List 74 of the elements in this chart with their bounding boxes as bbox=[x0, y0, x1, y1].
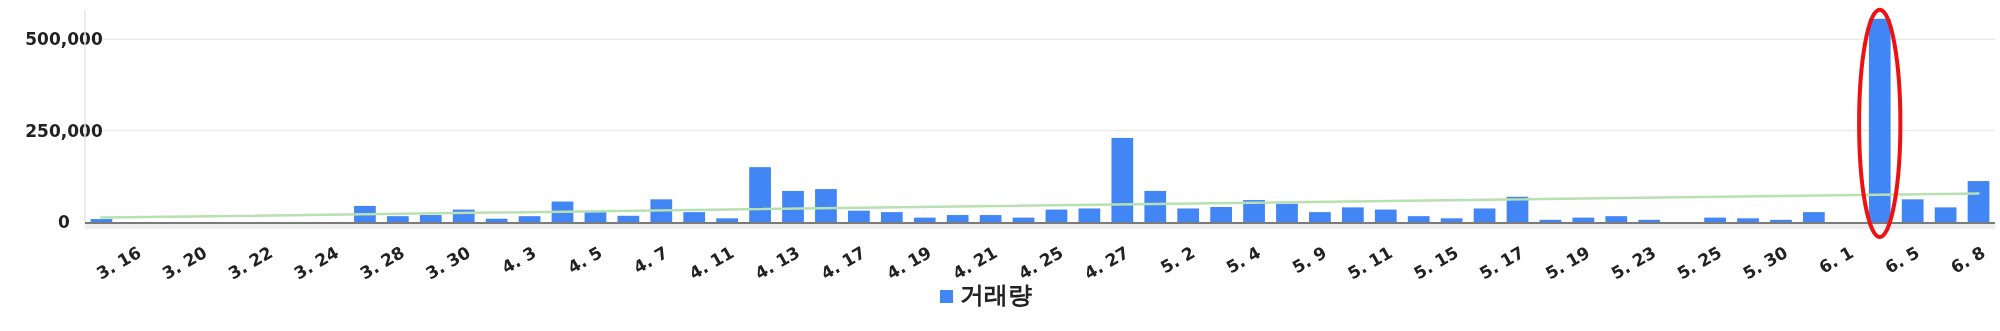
x-tick-label: 4. 7 bbox=[630, 242, 672, 278]
bar bbox=[1078, 208, 1101, 222]
x-tick-label: 4. 17 bbox=[817, 242, 869, 284]
bar bbox=[1276, 203, 1298, 222]
bar bbox=[419, 215, 442, 222]
x-tick-label: 4. 3 bbox=[498, 242, 540, 278]
bar bbox=[1407, 216, 1430, 222]
bar bbox=[617, 215, 640, 222]
bar bbox=[1177, 208, 1200, 222]
bar bbox=[1309, 212, 1331, 222]
x-tick-label: 5. 30 bbox=[1739, 242, 1792, 284]
x-tick-label: 4. 5 bbox=[564, 242, 606, 278]
bar bbox=[485, 218, 508, 222]
x-tick-label: 4. 13 bbox=[751, 242, 804, 284]
x-tick-label: 5. 15 bbox=[1410, 242, 1462, 284]
bar bbox=[848, 210, 870, 222]
bar bbox=[716, 218, 739, 222]
bar bbox=[1473, 208, 1496, 222]
x-tick-label: 4. 27 bbox=[1080, 242, 1133, 284]
bar bbox=[1704, 217, 1726, 222]
legend: 거래량 bbox=[940, 281, 1032, 309]
bar bbox=[1770, 219, 1792, 222]
bar bbox=[1210, 207, 1232, 222]
bar bbox=[815, 189, 837, 222]
bar bbox=[1440, 218, 1463, 222]
bar bbox=[386, 216, 409, 222]
x-tick-label: 4. 19 bbox=[883, 242, 935, 284]
bar bbox=[584, 212, 607, 222]
bar bbox=[1572, 217, 1595, 222]
x-tick-label: 3. 16 bbox=[92, 242, 145, 284]
bar bbox=[1111, 137, 1134, 222]
bar bbox=[1967, 181, 1990, 222]
x-tick-label: 5. 19 bbox=[1541, 242, 1594, 284]
legend-label: 거래량 bbox=[960, 281, 1032, 309]
bar bbox=[1638, 219, 1661, 222]
bar bbox=[1144, 190, 1167, 222]
x-tick-label: 6. 5 bbox=[1881, 242, 1923, 278]
bar bbox=[1045, 209, 1068, 222]
bar bbox=[1803, 212, 1825, 222]
bar bbox=[1901, 199, 1924, 222]
bar bbox=[90, 219, 113, 222]
x-tick-label: 5. 23 bbox=[1607, 242, 1660, 284]
x-tick-label: 6. 1 bbox=[1815, 242, 1857, 278]
bar bbox=[913, 217, 936, 222]
x-tick-label: 6. 8 bbox=[1947, 242, 1989, 278]
bar bbox=[683, 212, 706, 222]
y-tick-label: 0 bbox=[58, 212, 71, 232]
bar bbox=[946, 215, 969, 222]
bar bbox=[1605, 216, 1628, 222]
bar bbox=[782, 190, 804, 222]
x-tick-label: 3. 24 bbox=[290, 242, 343, 284]
x-tick-label: 3. 20 bbox=[158, 242, 211, 284]
x-tick-label: 3. 28 bbox=[356, 242, 408, 284]
x-tick-label: 4. 25 bbox=[1015, 242, 1067, 284]
y-tick-label: 250,000 bbox=[25, 120, 103, 141]
x-tick-label: 5. 4 bbox=[1222, 242, 1265, 278]
bar bbox=[518, 216, 541, 222]
x-tick-label: 3. 22 bbox=[224, 242, 277, 284]
bar bbox=[1934, 207, 1957, 222]
y-tick-label: 500,000 bbox=[25, 29, 103, 50]
x-tick-label: 3. 30 bbox=[422, 242, 474, 284]
bar bbox=[1374, 209, 1397, 222]
x-tick-label: 5. 25 bbox=[1673, 242, 1726, 284]
x-tick-label: 5. 2 bbox=[1156, 242, 1199, 278]
x-tick-label: 5. 11 bbox=[1344, 242, 1396, 284]
bar bbox=[749, 167, 771, 222]
bar bbox=[979, 215, 1002, 222]
x-tick-label: 4. 21 bbox=[949, 242, 1001, 284]
x-tick-label: 5. 17 bbox=[1476, 242, 1528, 284]
x-tick-label: 4. 11 bbox=[685, 242, 738, 284]
bar bbox=[1341, 207, 1364, 222]
bar bbox=[880, 212, 903, 222]
bar bbox=[1737, 218, 1759, 222]
x-tick-label: 5. 9 bbox=[1288, 242, 1330, 278]
